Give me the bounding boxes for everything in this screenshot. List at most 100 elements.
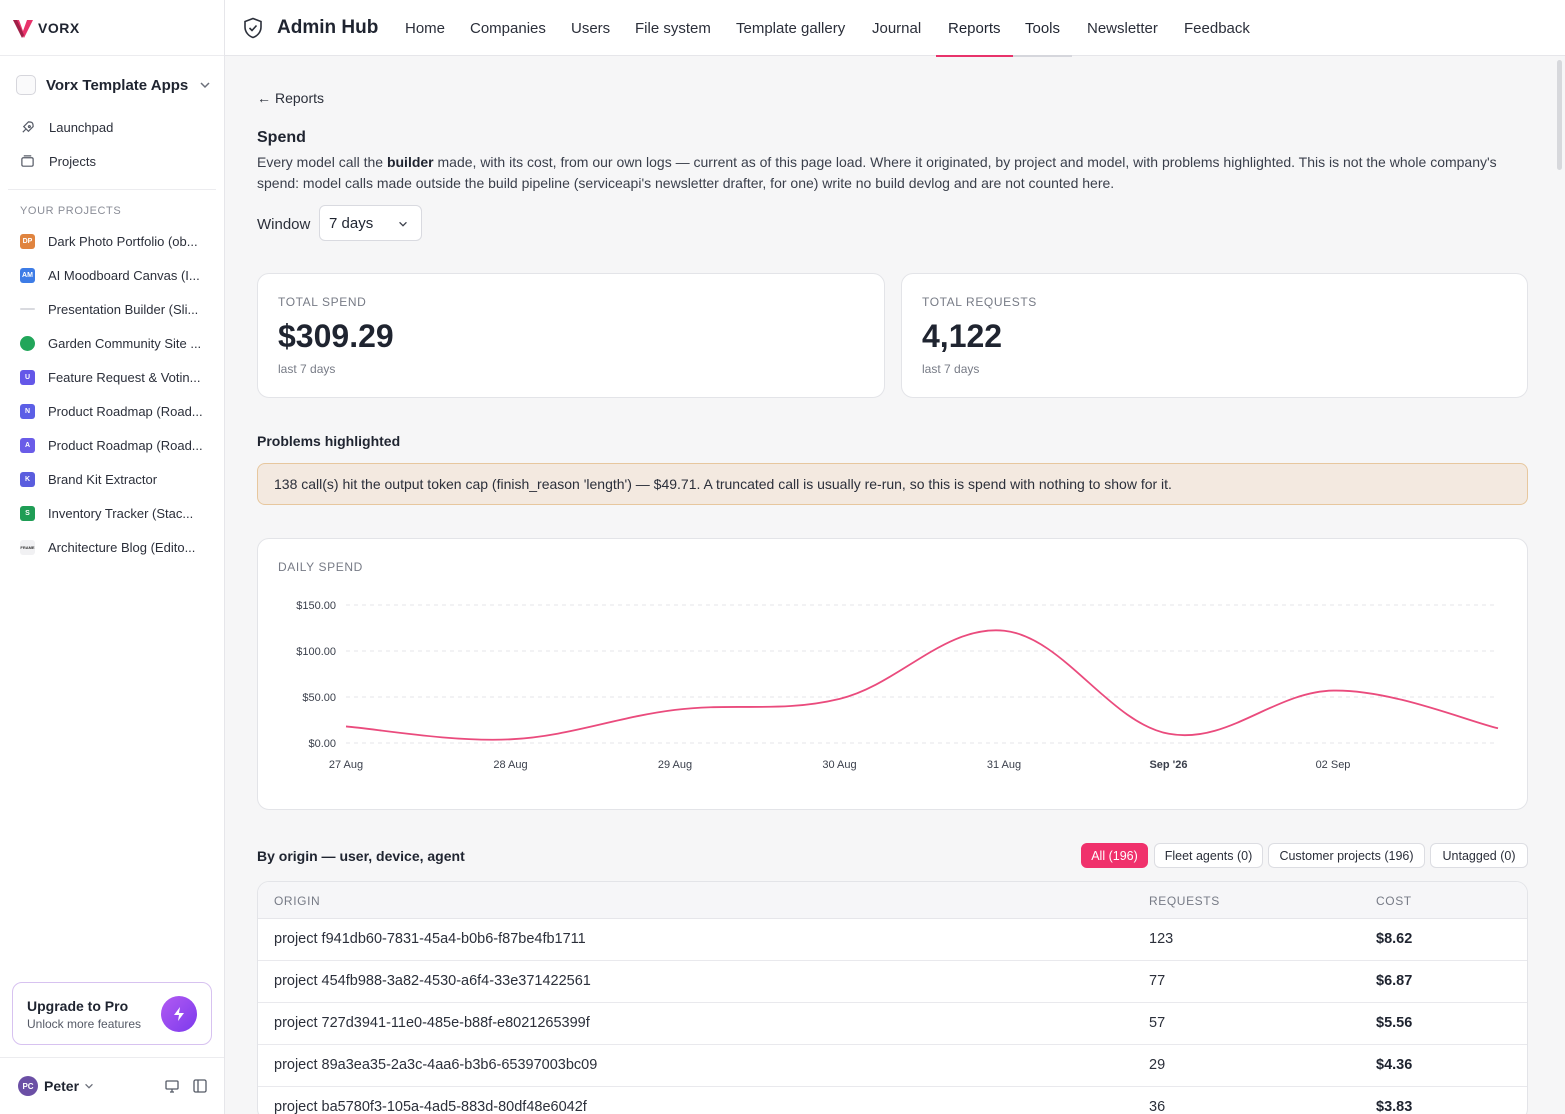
sidebar-project-item[interactable]: Presentation Builder (Sli...	[20, 299, 210, 319]
top-nav-template-gallery[interactable]: Template gallery	[736, 19, 846, 37]
table-row[interactable]: project ba5780f3-105a-4ad5-883d-80df48e6…	[258, 1087, 1527, 1114]
workspace-switcher[interactable]: Vorx Template Apps	[16, 72, 212, 98]
project-badge-icon: A	[20, 437, 35, 453]
table-row[interactable]: project 454fb988-3a82-4530-a6f4-33e37142…	[258, 961, 1527, 1003]
top-nav-tools[interactable]: Tools	[1013, 0, 1073, 57]
x-tick-label: Sep '26	[1149, 759, 1187, 771]
sidebar-toggle-icon[interactable]	[192, 1078, 208, 1094]
sidebar-item-projects[interactable]: Projects	[20, 150, 210, 172]
rocket-icon	[22, 120, 34, 133]
avatar: PC	[18, 1076, 38, 1096]
divider	[0, 1057, 224, 1058]
project-badge-icon: N	[20, 403, 35, 419]
top-nav-users[interactable]: Users	[571, 19, 611, 37]
description-text: made, with its cost, from our own logs —…	[257, 154, 1497, 191]
column-header-cost[interactable]: COST	[1376, 894, 1412, 908]
sidebar-item-launchpad[interactable]: Launchpad	[20, 116, 210, 138]
origin-section-title: By origin — user, device, agent	[257, 848, 465, 864]
table-row[interactable]: project f941db60-7831-45a4-b0b6-f87be4fb…	[258, 919, 1527, 961]
sidebar-project-item[interactable]: DP Dark Photo Portfolio (ob...	[20, 231, 210, 251]
brand-name: VORX	[38, 20, 80, 36]
project-badge-icon: K	[20, 471, 35, 487]
vorx-logo[interactable]: VORX	[12, 16, 80, 40]
chart-title: DAILY SPEND	[278, 560, 363, 574]
filter-chip[interactable]: Customer projects (196)	[1268, 843, 1425, 868]
data-point[interactable]	[505, 733, 517, 745]
back-link[interactable]: ← Reports	[257, 90, 324, 106]
problem-alert-text: 138 call(s) hit the output token cap (fi…	[274, 476, 1172, 492]
data-point[interactable]	[669, 704, 681, 716]
kpi-value: 4,122	[922, 318, 1003, 354]
upgrade-subtitle: Unlock more features	[27, 1017, 142, 1031]
project-label: Presentation Builder (Sli...	[48, 301, 199, 317]
data-point[interactable]	[1163, 728, 1175, 740]
filter-chip[interactable]: Fleet agents (0)	[1154, 843, 1263, 868]
y-tick-label: $100.00	[296, 646, 336, 658]
upgrade-card[interactable]: Upgrade to Pro Unlock more features	[12, 982, 212, 1045]
top-nav-companies[interactable]: Companies	[470, 19, 546, 37]
sidebar-project-item[interactable]: K Brand Kit Extractor	[20, 469, 210, 489]
project-label: Dark Photo Portfolio (ob...	[48, 233, 198, 249]
project-label: Product Roadmap (Road...	[48, 437, 203, 453]
top-nav-newsletter[interactable]: Newsletter	[1087, 19, 1158, 37]
data-point[interactable]	[998, 625, 1010, 637]
kpi-card-total-spend: TOTAL SPEND $309.29 last 7 days	[257, 273, 885, 398]
table-row[interactable]: project 89a3ea35-2a3c-4aa6-b3b6-65397003…	[258, 1045, 1527, 1087]
top-nav-journal[interactable]: Journal	[872, 19, 922, 37]
top-nav-reports[interactable]: Reports	[936, 0, 1013, 57]
column-header-origin[interactable]: ORIGIN	[274, 894, 321, 908]
filter-chip[interactable]: All (196)	[1081, 843, 1148, 868]
project-badge-icon: DP	[20, 233, 35, 249]
user-menu[interactable]: PC Peter	[18, 1075, 95, 1097]
sidebar-project-item[interactable]: AM AI Moodboard Canvas (I...	[20, 265, 210, 285]
cost-cell: $3.83	[1376, 1099, 1413, 1114]
sidebar-project-item[interactable]: U Feature Request & Votin...	[20, 367, 210, 387]
upgrade-title: Upgrade to Pro	[27, 998, 129, 1014]
origin-table: ORIGIN REQUESTS COST project f941db60-78…	[257, 881, 1528, 1114]
vorx-logo-icon	[13, 20, 33, 38]
window-label: Window	[257, 216, 311, 233]
kpi-label: TOTAL SPEND	[278, 295, 367, 309]
project-label: Product Roadmap (Road...	[48, 403, 203, 419]
data-point[interactable]	[1327, 685, 1339, 697]
project-label: Feature Request & Votin...	[48, 369, 201, 385]
data-point[interactable]	[834, 693, 846, 705]
requests-cell: 29	[1149, 1057, 1166, 1073]
desktop-icon[interactable]	[164, 1078, 180, 1094]
sidebar-project-item[interactable]: S Inventory Tracker (Stac...	[20, 503, 210, 523]
project-label: Brand Kit Extractor	[48, 471, 158, 487]
top-nav-file-system[interactable]: File system	[635, 19, 711, 37]
top-nav-feedback[interactable]: Feedback	[1184, 19, 1250, 37]
divider	[0, 55, 224, 56]
project-label: AI Moodboard Canvas (I...	[48, 267, 200, 283]
data-point[interactable]	[1492, 722, 1504, 734]
chevron-down-icon	[85, 1083, 93, 1089]
window-select[interactable]: 7 days	[319, 205, 422, 241]
arrow-left-icon: ←	[257, 90, 271, 106]
page-scrollbar[interactable]	[1557, 60, 1562, 170]
x-tick-label: 30 Aug	[822, 759, 856, 771]
sidebar-item-label: Projects	[49, 153, 96, 169]
cost-cell: $6.87	[1376, 973, 1413, 989]
chevron-down-icon	[399, 221, 407, 227]
column-header-requests[interactable]: REQUESTS	[1149, 894, 1220, 908]
upgrade-button[interactable]	[161, 996, 197, 1032]
table-row[interactable]: project 727d3941-11e0-485e-b88f-e8021265…	[258, 1003, 1527, 1045]
app-title: Admin Hub	[277, 17, 379, 38]
daily-spend-card: DAILY SPEND $0.00 $50.00 $100.00 $150.00 27 …	[257, 538, 1528, 810]
filter-chip[interactable]: Untagged (0)	[1430, 843, 1528, 868]
top-nav-home[interactable]: Home	[405, 19, 446, 37]
description-bold: builder	[386, 154, 434, 170]
sidebar-project-item[interactable]: Garden Community Site ...	[20, 333, 210, 353]
data-point[interactable]	[340, 720, 352, 732]
description-text: Every model call the	[257, 154, 387, 170]
user-name: Peter	[44, 1078, 80, 1094]
daily-spend-chart: $0.00 $50.00 $100.00 $150.00 27 Aug 28 Aug 29 …	[296, 600, 1504, 771]
sidebar: VORX Vorx Template Apps Launchpad Projec…	[0, 0, 225, 1114]
sidebar-project-item[interactable]: N Product Roadmap (Road...	[20, 401, 210, 421]
project-label: Inventory Tracker (Stac...	[48, 505, 194, 521]
sidebar-project-item[interactable]: A Product Roadmap (Road...	[20, 435, 210, 455]
sidebar-project-item[interactable]: FRAME Architecture Blog (Edito...	[20, 537, 210, 557]
workspace-name: Vorx Template Apps	[46, 76, 189, 94]
project-label: Garden Community Site ...	[48, 335, 202, 351]
